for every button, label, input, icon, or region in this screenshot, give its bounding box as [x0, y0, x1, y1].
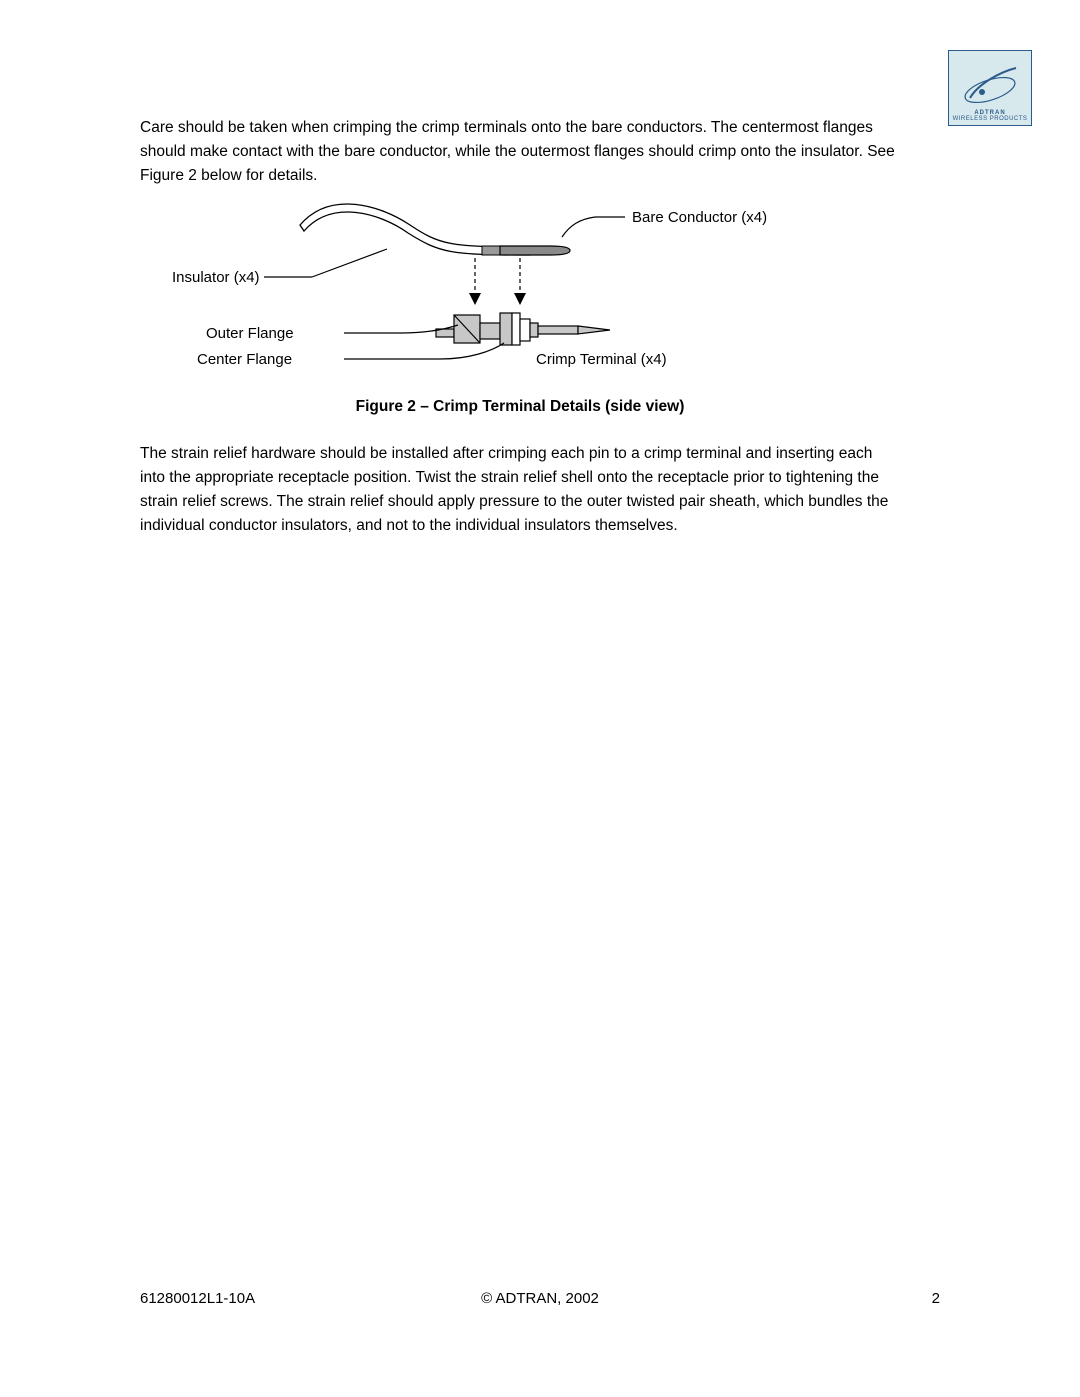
page: ADTRAN WIRELESS PRODUCTS Care should be … — [0, 0, 1080, 1397]
logo-text-line2: WIRELESS PRODUCTS — [953, 116, 1028, 123]
label-crimp-terminal: Crimp Terminal (x4) — [536, 351, 667, 368]
page-footer: 61280012L1-10A © ADTRAN, 2002 2 — [140, 1290, 940, 1307]
label-insulator: Insulator (x4) — [172, 269, 260, 286]
crimp-terminal-diagram-icon: Bare Conductor (x4) Insulator (x4) Outer… — [140, 195, 900, 395]
label-bare-conductor: Bare Conductor (x4) — [632, 209, 767, 226]
figure-caption: Figure 2 – Crimp Terminal Details (side … — [140, 398, 900, 416]
label-center-flange: Center Flange — [197, 351, 292, 368]
paragraph-2: The strain relief hardware should be ins… — [140, 442, 900, 538]
brand-logo: ADTRAN WIRELESS PRODUCTS — [948, 50, 1032, 126]
logo-text-line1: ADTRAN — [974, 110, 1005, 117]
footer-doc-number: 61280012L1-10A — [140, 1290, 255, 1307]
label-outer-flange: Outer Flange — [206, 325, 294, 342]
footer-copyright: © ADTRAN, 2002 — [140, 1290, 940, 1307]
paragraph-1: Care should be taken when crimping the c… — [140, 116, 900, 188]
figure-2: Bare Conductor (x4) Insulator (x4) Outer… — [140, 195, 900, 405]
logo-swoosh-icon — [960, 64, 1020, 110]
footer-page-number: 2 — [932, 1290, 940, 1307]
